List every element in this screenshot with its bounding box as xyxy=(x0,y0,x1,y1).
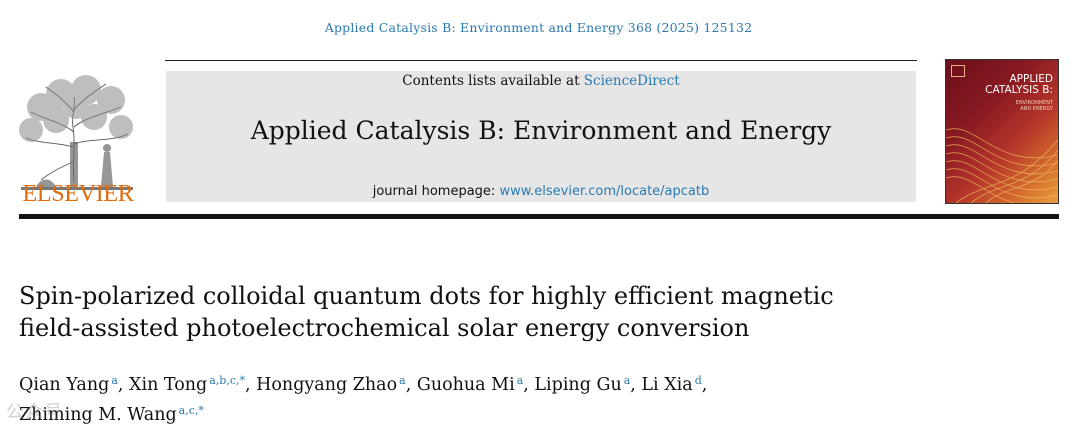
cover-title-line-1: APPLIED xyxy=(1009,73,1053,85)
journal-masthead: Contents lists available at ScienceDirec… xyxy=(166,71,916,202)
article-title-line-2: field-assisted photoelectrochemical sola… xyxy=(19,314,750,342)
homepage-prefix: journal homepage: xyxy=(372,184,500,199)
author-affiliation[interactable]: d xyxy=(694,374,702,387)
author-separator: , xyxy=(701,375,708,395)
citation-text: Applied Catalysis B: Environment and Ene… xyxy=(324,20,753,35)
journal-citation: Applied Catalysis B: Environment and Ene… xyxy=(0,20,1077,35)
sciencedirect-link[interactable]: ScienceDirect xyxy=(583,73,680,89)
author-affiliation[interactable]: a xyxy=(399,374,406,387)
cover-subtitle-line-2: AND ENERGY xyxy=(1020,106,1053,112)
masthead-divider xyxy=(19,214,1059,219)
elsevier-tree-logo xyxy=(19,75,133,190)
header-rule xyxy=(165,60,917,61)
cover-wave-graphic xyxy=(946,128,1058,203)
cover-publisher-icon xyxy=(951,65,965,77)
author-list: Qian Yang a, Xin Tong a,b,c,*, Hongyang Zh… xyxy=(19,368,919,428)
article-title: Spin-polarized colloidal quantum dots fo… xyxy=(19,280,919,344)
cover-subtitle: ENVIRONMENT AND ENERGY xyxy=(1016,100,1053,112)
article-title-line-1: Spin-polarized colloidal quantum dots fo… xyxy=(19,282,834,310)
author-line-2: Zhiming M. Wang a,c,* xyxy=(19,398,919,428)
author-name[interactable]: Guohua Mi xyxy=(416,375,515,395)
publisher-name: ELSEVIER xyxy=(22,181,134,207)
cover-subtitle-line-1: ENVIRONMENT xyxy=(1015,100,1053,106)
author-separator: , xyxy=(405,375,417,395)
journal-title: Applied Catalysis B: Environment and Ene… xyxy=(250,116,832,145)
author-affiliation[interactable]: a xyxy=(516,374,524,387)
cover-title: APPLIED CATALYSIS B: xyxy=(985,74,1053,96)
homepage-line: journal homepage: www.elsevier.com/locat… xyxy=(166,184,916,199)
contents-line: Contents lists available at ScienceDirec… xyxy=(166,73,916,89)
author-affiliation[interactable]: a xyxy=(111,374,118,387)
author-affiliation[interactable]: a,b,c,* xyxy=(209,374,245,387)
author-separator: , xyxy=(117,375,130,395)
author-name[interactable]: Li Xia xyxy=(641,375,693,395)
author-affiliation[interactable]: a,c,* xyxy=(178,404,204,417)
author-name[interactable]: Liping Gu xyxy=(534,375,622,395)
author-name[interactable]: Xin Tong xyxy=(129,375,208,395)
author-separator: , xyxy=(523,375,535,395)
author-separator: , xyxy=(630,375,642,395)
cover-title-line-2: CATALYSIS B: xyxy=(985,84,1053,96)
contents-prefix: Contents lists available at xyxy=(402,73,584,89)
author-name[interactable]: Qian Yang xyxy=(19,375,110,395)
author-name[interactable]: Zhiming M. Wang xyxy=(19,405,177,425)
watermark: 公众号 xyxy=(6,402,63,423)
journal-cover[interactable]: APPLIED CATALYSIS B: ENVIRONMENT AND ENE… xyxy=(945,59,1059,204)
author-name[interactable]: Hongyang Zhao xyxy=(256,375,398,395)
author-line-1: Qian Yang a, Xin Tong a,b,c,*, Hongyang Zh… xyxy=(19,368,919,398)
author-separator: , xyxy=(244,375,257,395)
author-affiliation[interactable]: a xyxy=(623,374,631,387)
homepage-link[interactable]: www.elsevier.com/locate/apcatb xyxy=(499,184,710,199)
